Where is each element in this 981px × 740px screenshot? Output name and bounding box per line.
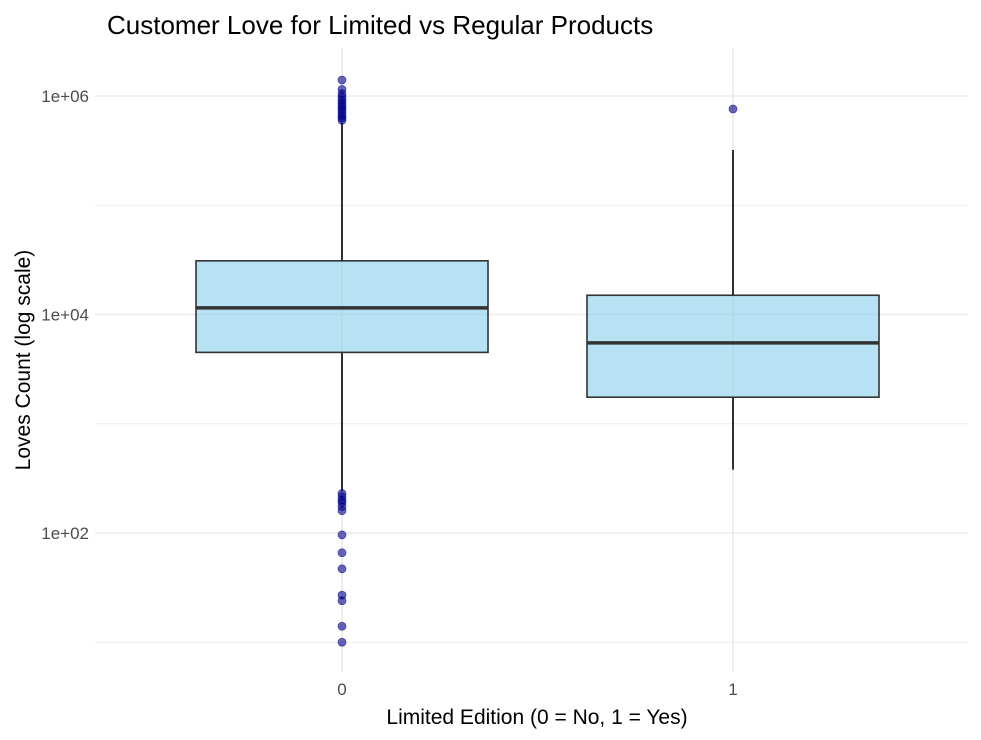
chart-title: Customer Love for Limited vs Regular Pro…	[107, 10, 653, 40]
outlier-layer	[337, 75, 738, 647]
box-iqr	[586, 294, 880, 398]
outlier-point	[337, 75, 347, 85]
x-tick-label: 0	[337, 680, 346, 699]
box-layer	[195, 122, 880, 492]
outlier-point	[337, 596, 347, 606]
y-axis-title: Loves Count (log scale)	[12, 250, 35, 471]
outlier-point	[337, 506, 347, 516]
tick-layer: 1e+02 1e+04 1e+06 0 1	[41, 87, 737, 699]
y-tick-label: 1e+04	[41, 306, 89, 325]
y-tick-label: 1e+02	[41, 524, 89, 543]
x-axis-title: Limited Edition (0 = No, 1 = Yes)	[386, 706, 687, 729]
outlier-point	[337, 621, 347, 631]
outlier-point	[337, 530, 347, 540]
outlier-point	[728, 104, 738, 114]
outlier-point	[337, 548, 347, 558]
y-tick-label: 1e+06	[41, 87, 89, 106]
x-tick-label: 1	[728, 680, 737, 699]
outlier-point	[337, 637, 347, 647]
outlier-point	[337, 564, 347, 574]
outlier-point	[337, 115, 347, 125]
